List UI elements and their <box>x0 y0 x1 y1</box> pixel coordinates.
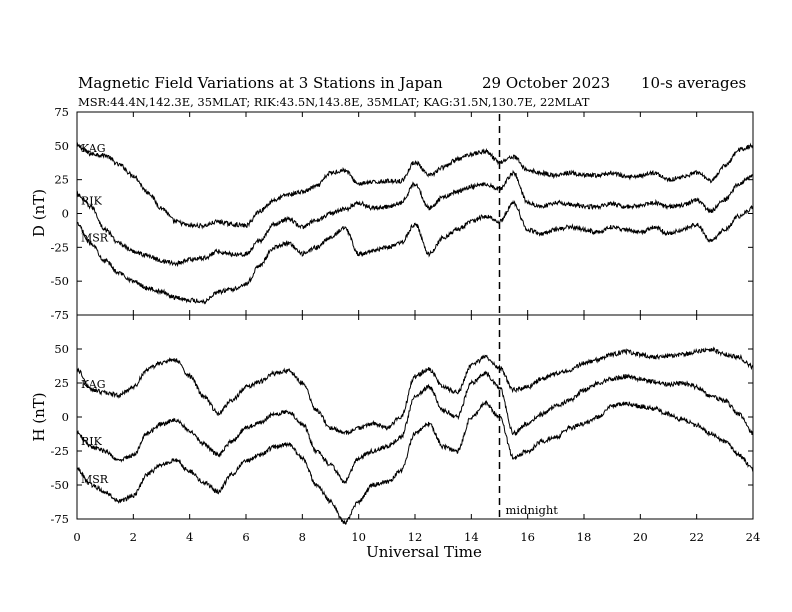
series-line-msr <box>76 199 754 305</box>
x-tick-label: 2 <box>130 530 137 544</box>
chart-date: 29 October 2023 <box>482 74 610 92</box>
x-axis-label: Universal Time <box>366 543 482 561</box>
y-tick-label: 25 <box>54 173 69 187</box>
top-panel-frame <box>76 111 754 316</box>
x-tick-label: 18 <box>577 530 592 544</box>
x-tick-label: 4 <box>186 530 193 544</box>
x-tick-label: 16 <box>520 530 535 544</box>
series-line-kag <box>76 142 754 230</box>
bottom-panel-frame <box>76 314 754 520</box>
y-tick-label: 0 <box>62 207 69 221</box>
chart-title: Magnetic Field Variations at 3 Stations … <box>78 74 443 92</box>
series-label-msr: MSR <box>81 473 109 486</box>
x-tick-label: 6 <box>242 530 249 544</box>
x-tick-label: 14 <box>464 530 479 544</box>
x-tick-label: 22 <box>689 530 704 544</box>
y-tick-label: 0 <box>62 410 69 424</box>
y-tick-label: -50 <box>50 274 69 288</box>
x-tick-label: 12 <box>408 530 423 544</box>
x-axis: 0 2 4 6 8 10 12 14 16 18 20 22 24 <box>73 530 760 544</box>
series-line-rik <box>76 169 754 268</box>
series-label-kag: KAG <box>81 378 106 391</box>
series-line-rik <box>76 370 754 484</box>
y-tick-label: 75 <box>54 105 69 119</box>
x-tick-label: 24 <box>746 530 761 544</box>
x-tick-label: 20 <box>633 530 648 544</box>
series-label-kag: KAG <box>81 142 106 155</box>
h-panel: 50 25 0 -25 -50 -75 KAG RIK MSR <box>50 315 754 526</box>
x-tick-label: 10 <box>351 530 366 544</box>
series-label-rik: RIK <box>81 435 103 448</box>
y-tick-label: -50 <box>50 478 69 492</box>
y-tick-label: -75 <box>50 308 69 322</box>
series-line-msr <box>76 400 754 525</box>
midnight-label: midnight <box>506 503 559 517</box>
averaging-note: 10-s averages <box>641 74 746 92</box>
series-label-rik: RIK <box>81 195 103 208</box>
series-line-kag <box>76 346 754 436</box>
y-tick-label: 50 <box>54 342 69 356</box>
d-panel: 75 50 25 0 -25 -50 -75 KAG RIK MSR <box>50 105 754 322</box>
y-tick-label: 25 <box>54 376 69 390</box>
station-coordinates: MSR:44.4N,142.3E, 35MLAT; RIK:43.5N,143.… <box>78 95 590 109</box>
y-tick-label: -25 <box>50 240 69 254</box>
y-tick-label: 50 <box>54 139 69 153</box>
x-tick-label: 0 <box>73 530 80 544</box>
h-axis-label: H (nT) <box>30 392 48 441</box>
y-tick-label: -75 <box>50 512 69 526</box>
series-label-msr: MSR <box>81 231 109 244</box>
y-tick-label: -25 <box>50 444 69 458</box>
d-axis-label: D (nT) <box>30 189 48 237</box>
x-tick-label: 8 <box>299 530 306 544</box>
